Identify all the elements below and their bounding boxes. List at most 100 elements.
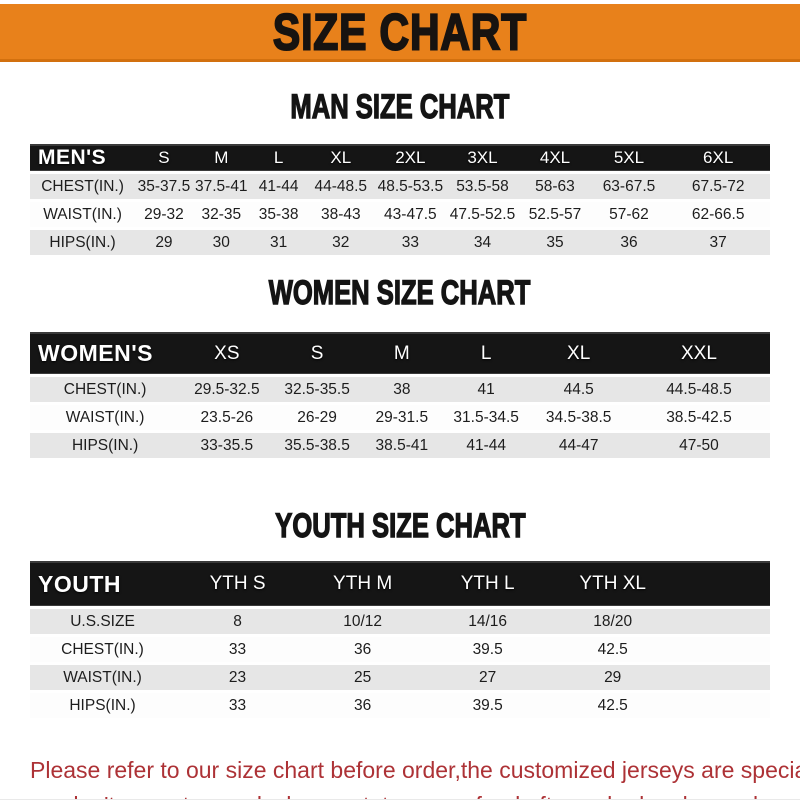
row-label: HIPS(IN.) [69,696,136,714]
value-cell: 57-62 [609,205,649,223]
table-row: WAIST(IN.) 23 25 27 29 [30,665,770,690]
value-cell: 41-44 [466,436,506,454]
size-column-header: 2XL [374,144,447,171]
size-column-header: XXL [627,332,770,374]
value-cell: 42.5 [597,640,628,658]
row-label: WAIST(IN.) [63,668,142,686]
value-cell: 39.5 [472,696,503,714]
value-cell: 27 [479,668,497,686]
size-column-header: M [192,144,250,171]
order-notice: Please refer to our size chart before or… [30,753,800,800]
value-cell: 29-31.5 [375,408,429,426]
value-cell: 44.5 [563,380,594,398]
value-cell: 38.5-42.5 [666,408,732,426]
women-table-body: CHEST(IN.) 29.5-32.5 32.5-35.5 38 41 44.5 44.5… [30,377,770,458]
women-table-header: WOMEN'S XS S M L XL XXL [30,332,770,374]
value-cell: 18/20 [593,612,633,630]
size-column-header: 6XL [666,144,770,171]
table-row: CHEST(IN.) 35-37.5 37.5-41 41-44 44-48.5 48.5… [30,174,770,199]
value-cell: 33-35.5 [200,436,254,454]
women-heading-text: WOMEN SIZE CHART [269,272,532,312]
value-cell: 38-43 [320,205,361,223]
value-cell: 67.5-72 [691,177,745,195]
header-row: MEN'S S M L XL 2XL 3XL 4XL 5XL 6XL [30,144,770,171]
table-row: CHEST(IN.) 29.5-32.5 32.5-35.5 38 41 44.5 44.5… [30,377,770,402]
value-cell: 35.5-38.5 [284,436,350,454]
value-cell: 35-38 [258,205,299,223]
table-row: HIPS(IN.) 33-35.5 35.5-38.5 38.5-41 41-44 44-… [30,433,770,458]
size-column-header: YTH XL [550,561,676,606]
table-corner-label: WOMEN'S [30,332,181,374]
value-cell: 48.5-53.5 [377,177,444,195]
row-label: CHEST(IN.) [41,177,124,195]
order-notice-line1: Please refer to our size chart before or… [30,757,800,783]
size-chart-banner: SIZE CHART [0,2,800,62]
table-corner-label: MEN'S [30,144,136,171]
size-column-header: 5XL [591,144,667,171]
value-cell: 10/12 [343,612,382,630]
value-cell: 36 [353,696,372,714]
value-cell: 34.5-38.5 [545,408,612,426]
value-cell: 25 [353,668,372,686]
value-cell: 39.5 [472,640,503,658]
value-cell: 41-44 [258,177,299,195]
value-cell: 43-47.5 [384,205,437,223]
value-cell: 41 [477,380,495,398]
size-column-header: XS [180,332,274,374]
men-table-header: MEN'S S M L XL 2XL 3XL 4XL 5XL 6XL [30,144,770,171]
youth-section-heading: YOUTH SIZE CHART [0,505,800,545]
table-row: HIPS(IN.) 33 36 39.5 42.5 [30,693,770,718]
youth-table-body: U.S.SIZE 8 10/12 14/16 18/20 CHEST(IN.) 33 36 39… [30,609,770,718]
table-row: WAIST(IN.) 29-32 32-35 35-38 38-43 43-47.5 47.… [30,202,770,227]
value-cell: 44-48.5 [314,177,368,195]
value-cell: 29.5-32.5 [194,380,260,398]
table-row: HIPS(IN.) 29 30 31 32 33 34 35 36 37 [30,230,770,255]
value-cell: 36 [353,640,372,658]
size-column-header: L [442,332,530,374]
value-cell: 62-66.5 [691,205,745,223]
value-cell: 31.5-34.5 [453,408,519,426]
women-size-table: WOMEN'S XS S M L XL XXL CHEST(IN.) 29.5-32.5 32.… [30,329,770,461]
value-cell: 47-50 [679,436,719,454]
size-column-header: YTH L [425,561,551,606]
value-cell: 38 [393,380,411,398]
spacer-cell [675,693,770,718]
row-label: U.S.SIZE [70,612,135,630]
size-column-header: XL [529,332,628,374]
value-cell: 33 [228,640,247,658]
row-label: CHEST(IN.) [61,640,144,658]
size-column-header: 4XL [518,144,592,171]
row-label: HIPS(IN.) [71,436,139,454]
value-cell: 32.5-35.5 [284,380,350,398]
value-cell: 23.5-26 [200,408,254,426]
row-label: CHEST(IN.) [63,380,147,398]
table-row: CHEST(IN.) 33 36 39.5 42.5 [30,637,770,662]
value-cell: 30 [212,233,230,251]
value-cell: 32 [332,233,350,251]
value-cell: 29-32 [144,205,184,223]
row-label: WAIST(IN.) [65,408,145,426]
spacer-cell [675,609,770,634]
order-notice-line2: we don't accept cancel, change, teturn o… [30,788,800,800]
value-cell: 58-63 [535,177,575,195]
value-cell: 29 [155,233,173,251]
value-cell: 63-67.5 [602,177,656,195]
size-column-header: XL [307,144,375,171]
youth-heading-text: YOUTH SIZE CHART [274,505,526,545]
table-row: U.S.SIZE 8 10/12 14/16 18/20 [30,609,770,634]
men-size-table: MEN'S S M L XL 2XL 3XL 4XL 5XL 6XL CHEST(IN.) 35-3… [30,141,770,258]
value-cell: 42.5 [597,696,628,714]
header-row: YOUTH YTH S YTH M YTH L YTH XL [30,561,770,606]
size-column-header: S [273,332,361,374]
youth-size-table: YOUTH YTH S YTH M YTH L YTH XL U.S.SIZE 8 10/1… [30,558,770,721]
table-corner-label: YOUTH [30,561,176,606]
value-cell: 14/16 [468,612,508,630]
value-cell: 29 [604,668,622,686]
table-row: WAIST(IN.) 23.5-26 26-29 29-31.5 31.5-34.5 34… [30,405,770,430]
value-cell: 38.5-41 [375,436,429,454]
size-column-header: L [249,144,308,171]
size-column-header: 3XL [446,144,519,171]
row-label: HIPS(IN.) [49,233,116,251]
size-column-header: S [135,144,193,171]
women-section-heading: WOMEN SIZE CHART [0,272,800,312]
